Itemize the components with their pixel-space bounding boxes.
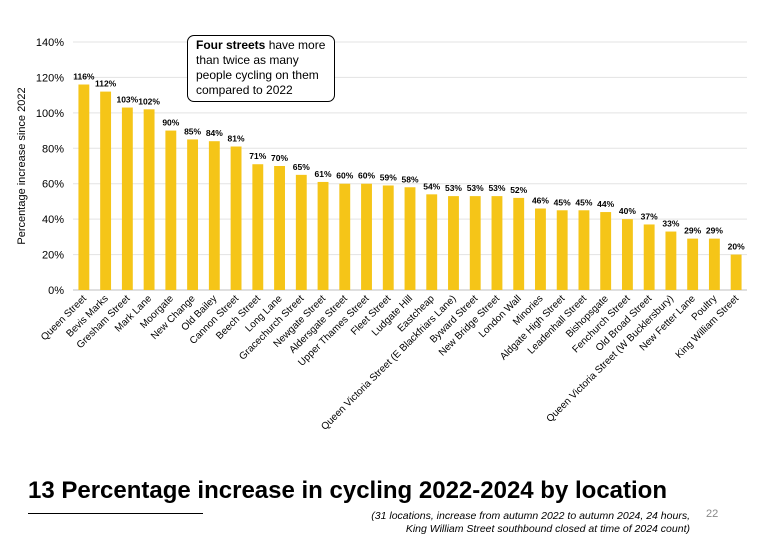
data-label: 70% (271, 153, 288, 163)
bar (143, 109, 155, 290)
data-label: 45% (575, 197, 592, 207)
bar (121, 107, 133, 291)
data-label: 53% (445, 183, 462, 193)
footnote-line-2: King William Street southbound closed at… (405, 523, 690, 535)
bar (556, 210, 568, 290)
data-label: 52% (510, 185, 527, 195)
title-underline (28, 513, 203, 514)
bar (535, 208, 546, 290)
y-tick-label: 0% (48, 285, 64, 297)
bar (621, 219, 633, 290)
bar (708, 238, 720, 290)
page-number: 22 (706, 508, 719, 520)
data-label: 33% (662, 219, 679, 229)
bar (687, 238, 699, 290)
slide-title: 13 Percentage increase in cycling 2022-2… (28, 477, 667, 504)
y-axis-title: Percentage increase since 2022 (16, 87, 28, 244)
bar (208, 141, 220, 290)
callout-box: Four streets have more than twice as man… (187, 35, 335, 102)
bar (513, 197, 525, 290)
data-label: 53% (488, 183, 505, 193)
y-tick-label: 20% (42, 250, 64, 262)
y-tick-label: 40% (42, 214, 64, 226)
callout-text: have more than twice as many people cycl… (196, 38, 326, 97)
data-label: 58% (401, 174, 418, 184)
bar (295, 174, 307, 290)
data-label: 53% (467, 183, 484, 193)
data-label: 60% (336, 171, 353, 181)
bar (317, 181, 329, 290)
bar (469, 196, 481, 290)
bar (274, 166, 285, 290)
data-label: 40% (619, 206, 636, 216)
bar-chart: 0% 20% 40% 60% 80% 100% 120% 140% Percentage inc… (16, 37, 747, 433)
data-label: 60% (358, 171, 375, 181)
bar (404, 187, 416, 290)
callout-bold-text: Four streets (196, 38, 266, 52)
footnote-line-1: (31 locations, increase from autumn 2022… (371, 510, 690, 522)
data-label: 65% (293, 162, 310, 172)
bar (382, 185, 394, 290)
y-tick-label: 60% (42, 179, 64, 191)
data-label: 85% (184, 126, 201, 136)
bar (643, 224, 655, 290)
bar (426, 194, 438, 290)
data-label: 103% (116, 95, 138, 105)
data-label: 81% (228, 134, 245, 144)
footnote: (31 locations, increase from autumn 2022… (310, 510, 690, 536)
data-label: 90% (162, 118, 179, 128)
data-label: 116% (73, 72, 95, 82)
data-label: 71% (249, 151, 266, 161)
data-label: 45% (554, 197, 571, 207)
data-label: 20% (728, 242, 745, 252)
bar (339, 183, 351, 290)
data-label: 29% (706, 226, 723, 236)
data-label: 37% (641, 211, 658, 221)
bar (665, 231, 677, 290)
data-label: 61% (315, 169, 332, 179)
bar (730, 254, 742, 290)
bar (78, 84, 90, 290)
y-tick-label: 120% (36, 72, 64, 84)
bar (100, 91, 112, 290)
bar (252, 164, 264, 290)
data-label: 29% (684, 226, 701, 236)
y-tick-label: 100% (36, 108, 64, 120)
bar (187, 139, 199, 290)
bar (165, 130, 177, 290)
data-label: 46% (532, 196, 549, 206)
bar (491, 196, 503, 290)
bar (448, 196, 459, 290)
data-label: 112% (95, 79, 117, 89)
data-label: 84% (206, 128, 223, 138)
data-label: 59% (380, 172, 397, 182)
data-label: 102% (138, 96, 160, 106)
data-label: 44% (597, 199, 614, 209)
bar (600, 212, 612, 290)
bar (361, 183, 372, 290)
y-tick-label: 140% (36, 37, 64, 49)
y-tick-label: 80% (42, 143, 64, 155)
bar (578, 210, 590, 290)
data-label: 54% (423, 181, 440, 191)
bar (230, 146, 242, 290)
